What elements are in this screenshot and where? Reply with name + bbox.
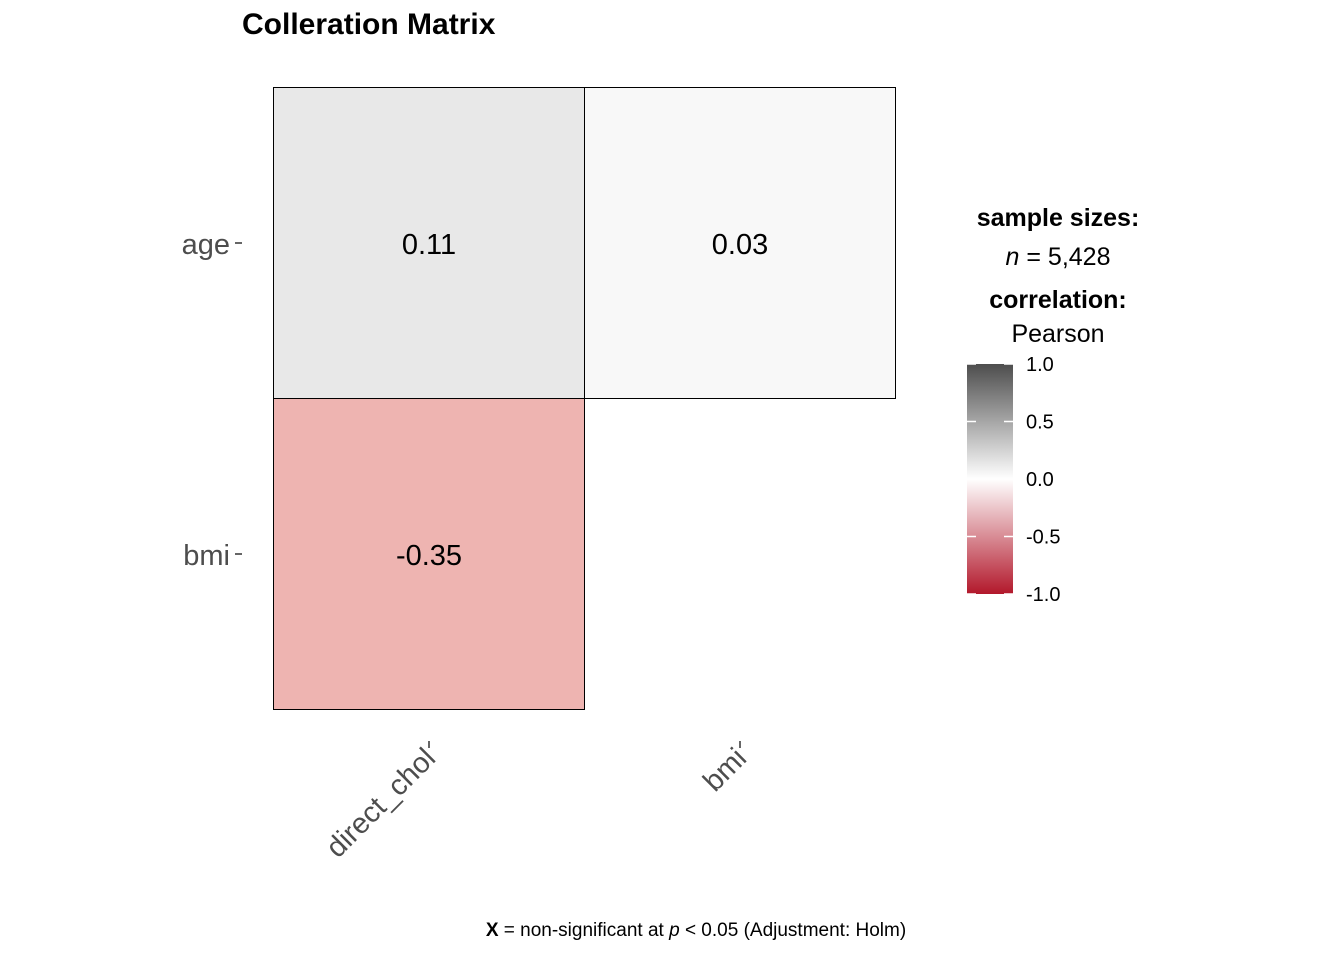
legend-sample-title: sample sizes:: [976, 204, 1140, 232]
legend-correlation-method: Pearson: [1011, 320, 1105, 348]
n-symbol: n: [1005, 243, 1020, 271]
heatmap-cell: [584, 87, 896, 399]
caption-text-2: < 0.05 (Adjustment: Holm): [684, 920, 907, 941]
y-axis-label: age: [182, 229, 230, 261]
heatmap-cell: [273, 398, 585, 710]
caption-p-symbol: p: [669, 920, 680, 941]
n-value: = 5,428: [1026, 243, 1111, 271]
legend-tick-label: -0.5: [1026, 527, 1060, 549]
x-axis-label: bmi: [697, 742, 753, 798]
legend-correlation-title: correlation:: [989, 286, 1127, 314]
caption-x-mark: X: [485, 920, 499, 941]
y-axis-label: bmi: [183, 540, 230, 572]
legend-tick-label: 1.0: [1026, 354, 1054, 376]
cell-value-label: -0.35: [396, 540, 462, 572]
legend-tick-label: 0.5: [1026, 412, 1054, 434]
x-axis-label: direct_chol: [320, 742, 442, 864]
heatmap-cell: [273, 87, 585, 399]
legend-tick-label: -1.0: [1026, 584, 1060, 606]
cell-value-label: 0.03: [712, 229, 768, 261]
cell-value-label: 0.11: [402, 229, 456, 261]
legend-sample-value: n = 5,428: [948, 243, 1168, 272]
caption-text-1: = non-significant at: [503, 920, 664, 941]
legend-tick-label: 0.0: [1026, 469, 1054, 491]
caption: X = non-significant at p < 0.05 (Adjustm…: [0, 920, 1344, 942]
chart-title: Colleration Matrix: [242, 8, 496, 41]
